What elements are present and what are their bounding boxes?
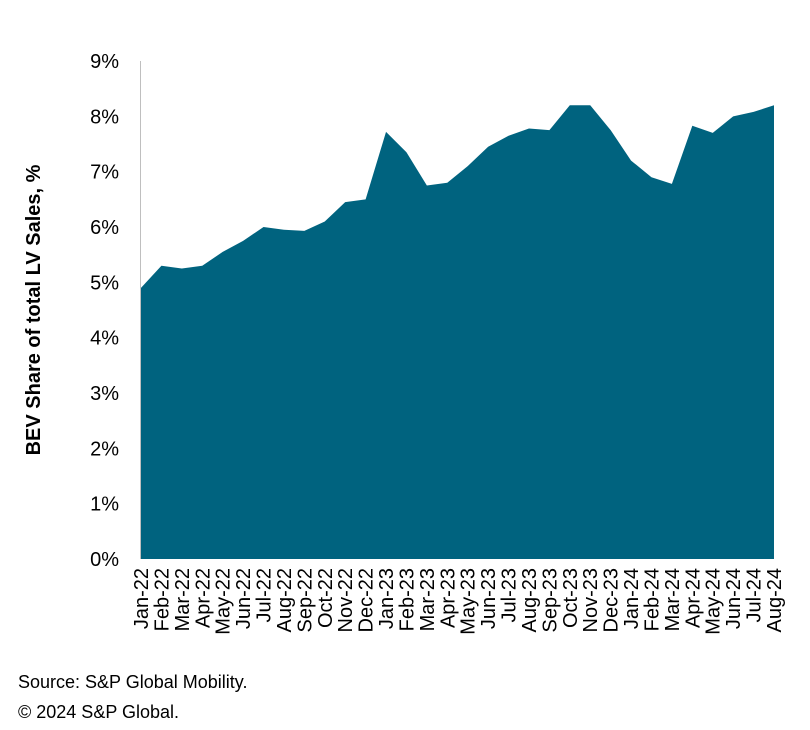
y-tick-label: 2% xyxy=(90,438,119,460)
x-axis-ticks: Jan-22Feb-22Mar-22Apr-22May-22Jun-22Jul-… xyxy=(131,568,786,635)
x-tick-label: May-22 xyxy=(213,568,235,635)
x-tick-label: Sep-23 xyxy=(539,568,561,633)
x-tick-label: Nov-22 xyxy=(335,568,357,632)
source-note: Source: S&P Global Mobility. xyxy=(18,672,248,692)
x-tick-label: Jan-23 xyxy=(376,568,398,629)
y-axis-label: BEV Share of total LV Sales, % xyxy=(23,164,45,455)
x-tick-label: May-24 xyxy=(703,568,725,635)
x-tick-label: Aug-24 xyxy=(764,568,786,633)
x-tick-label: Apr-22 xyxy=(192,568,214,628)
x-tick-label: Jul-23 xyxy=(499,568,521,622)
y-tick-label: 4% xyxy=(90,328,119,350)
x-tick-label: Mar-23 xyxy=(417,568,439,631)
y-axis-ticks: 0% 1% 2% 3% 4% 5% 6% 7% 8% 9% xyxy=(90,51,119,571)
x-tick-label: Aug-22 xyxy=(274,568,296,633)
y-tick-label: 9% xyxy=(90,51,119,73)
x-tick-label: Feb-22 xyxy=(151,568,173,631)
y-tick-label: 1% xyxy=(90,494,119,516)
y-tick-label: 5% xyxy=(90,272,119,294)
x-tick-label: Nov-23 xyxy=(580,568,602,632)
y-tick-label: 3% xyxy=(90,383,119,405)
x-tick-label: Aug-23 xyxy=(519,568,541,633)
x-tick-label: Oct-23 xyxy=(560,568,582,628)
x-tick-label: Mar-24 xyxy=(662,568,684,631)
x-tick-label: Dec-23 xyxy=(601,568,623,632)
x-tick-label: Jul-24 xyxy=(744,568,766,622)
x-tick-label: Jan-24 xyxy=(621,568,643,629)
x-tick-label: May-23 xyxy=(458,568,480,635)
y-tick-label: 7% xyxy=(90,162,119,184)
bev-share-area xyxy=(141,105,774,560)
y-tick-label: 8% xyxy=(90,106,119,128)
x-tick-label: Apr-24 xyxy=(682,568,704,628)
x-tick-label: Jun-24 xyxy=(723,568,745,629)
x-tick-label: Jul-22 xyxy=(254,568,276,622)
x-tick-label: Jan-22 xyxy=(131,568,153,629)
x-tick-label: Feb-23 xyxy=(396,568,418,631)
x-tick-label: Feb-24 xyxy=(641,568,663,631)
x-tick-label: Apr-23 xyxy=(437,568,459,628)
copyright-note: © 2024 S&P Global. xyxy=(18,702,180,722)
x-tick-label: Mar-22 xyxy=(172,568,194,631)
y-tick-label: 6% xyxy=(90,217,119,239)
y-tick-label: 0% xyxy=(90,549,119,571)
x-tick-label: Sep-22 xyxy=(294,568,316,633)
x-tick-label: Jun-22 xyxy=(233,568,255,629)
x-tick-label: Jun-23 xyxy=(478,568,500,629)
x-tick-label: Oct-22 xyxy=(315,568,337,628)
x-tick-label: Dec-22 xyxy=(356,568,378,632)
